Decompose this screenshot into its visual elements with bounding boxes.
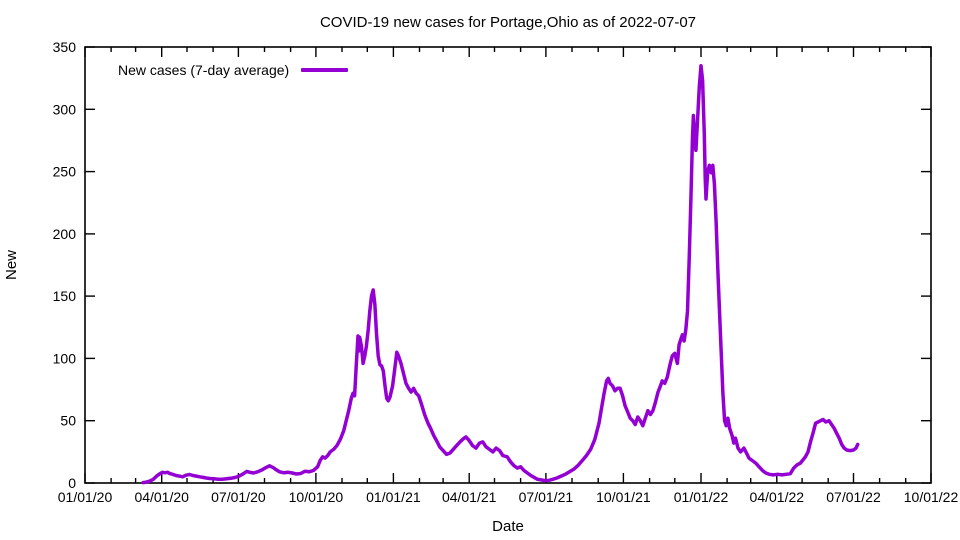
x-tick-label: 01/01/20 <box>58 489 113 505</box>
x-tick-label: 10/01/21 <box>596 489 651 505</box>
legend-line-sample-swatch <box>301 68 349 72</box>
x-tick-label: 07/01/21 <box>519 489 574 505</box>
y-tick-label: 50 <box>60 413 76 429</box>
y-tick-label: 250 <box>53 164 77 180</box>
x-tick-label: 01/01/21 <box>366 489 421 505</box>
y-tick-label: 100 <box>53 350 77 366</box>
y-tick-label: 200 <box>53 226 77 242</box>
data-line <box>141 63 860 485</box>
x-tick-label: 01/01/22 <box>674 489 729 505</box>
y-axis-label: New <box>3 250 20 280</box>
chart-title: COVID-19 new cases for Portage,Ohio as o… <box>319 14 697 31</box>
x-axis-label: Date <box>492 518 524 535</box>
legend: New cases (7-day average) <box>118 62 349 78</box>
x-tick-label: 10/01/20 <box>289 489 344 505</box>
x-tick-label: 04/01/21 <box>442 489 497 505</box>
x-tick-label: 10/01/22 <box>904 489 959 505</box>
plot-border <box>84 46 932 484</box>
x-tick-label: 07/01/22 <box>826 489 881 505</box>
y-tick-label: 150 <box>53 288 77 304</box>
x-tick-label: 04/01/22 <box>750 489 805 505</box>
plot-layer: 01/01/20 04/01/20 07/01/20 10/01/20 01/01/21… <box>53 39 959 505</box>
y-tick-label: 350 <box>53 39 77 55</box>
y-tick-label: 0 <box>68 475 76 491</box>
x-tick-label: 07/01/20 <box>211 489 266 505</box>
x-tick-label: 04/01/20 <box>134 489 189 505</box>
y-tick-label: 300 <box>53 101 77 117</box>
legend-label: New cases (7-day average) <box>118 62 290 78</box>
